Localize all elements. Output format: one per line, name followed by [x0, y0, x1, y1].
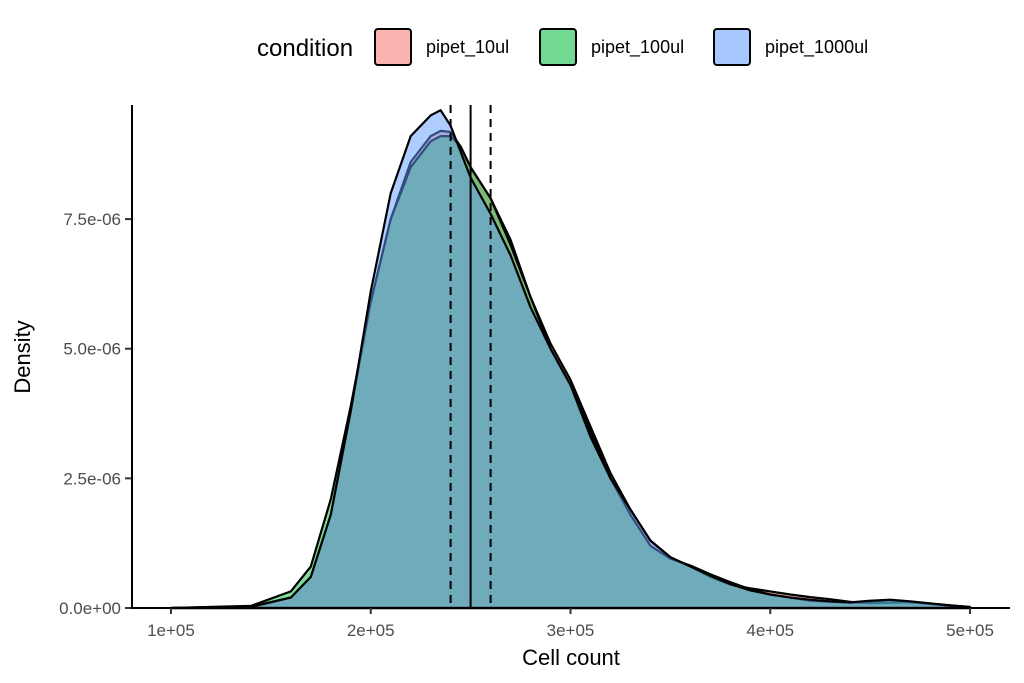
y-tick-label: 5.0e-06: [63, 340, 121, 359]
y-tick-label: 7.5e-06: [63, 210, 121, 229]
legend-title: condition: [257, 35, 353, 62]
legend-entry-pipet-100ul: pipet_100ul: [539, 28, 684, 66]
x-tick-label: 5e+05: [946, 621, 994, 640]
legend-label: pipet_10ul: [426, 37, 509, 58]
y-tick-label: 0.0e+00: [59, 599, 121, 618]
y-axis-title: Density: [10, 320, 35, 393]
legend-swatch: [539, 28, 577, 66]
x-tick-label: 2e+05: [347, 621, 395, 640]
y-ticks: 0.0e+00 2.5e-06 5.0e-06 7.5e-06: [59, 210, 131, 618]
legend-label: pipet_100ul: [591, 37, 684, 58]
x-tick-label: 3e+05: [547, 621, 595, 640]
density-areas: [169, 109, 972, 610]
legend-entry-pipet-10ul: pipet_10ul: [374, 28, 509, 66]
legend-label: pipet_1000ul: [765, 37, 868, 58]
legend-entry-pipet-1000ul: pipet_1000ul: [713, 28, 868, 66]
legend-swatch: [713, 28, 751, 66]
x-tick-label: 1e+05: [147, 621, 195, 640]
x-tick-label: 4e+05: [746, 621, 794, 640]
y-tick-label: 2.5e-06: [63, 469, 121, 488]
x-ticks: 1e+05 2e+05 3e+05 4e+05 5e+05: [147, 608, 994, 640]
legend-swatch: [374, 28, 412, 66]
x-axis-title: Cell count: [522, 645, 620, 670]
reference-lines: [449, 105, 492, 608]
density-area-pipet-1000ul: [169, 109, 972, 610]
legend: condition pipet_10ul pipet_100ul pipet_1…: [257, 28, 868, 66]
